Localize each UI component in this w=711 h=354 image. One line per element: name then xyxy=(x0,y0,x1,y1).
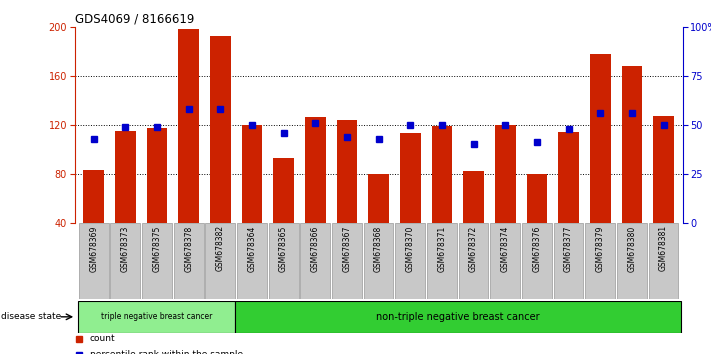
Bar xyxy=(242,125,262,272)
Text: GSM678377: GSM678377 xyxy=(564,225,573,272)
Bar xyxy=(368,174,389,272)
Text: GSM678382: GSM678382 xyxy=(216,225,225,272)
Bar xyxy=(77,301,235,333)
Bar xyxy=(621,66,642,272)
FancyBboxPatch shape xyxy=(522,223,552,299)
Bar xyxy=(336,120,357,272)
FancyBboxPatch shape xyxy=(237,223,267,299)
FancyBboxPatch shape xyxy=(395,223,425,299)
Text: GSM678366: GSM678366 xyxy=(311,225,320,272)
FancyBboxPatch shape xyxy=(269,223,299,299)
Bar xyxy=(305,118,326,272)
Text: triple negative breast cancer: triple negative breast cancer xyxy=(101,312,213,321)
Text: GSM678379: GSM678379 xyxy=(596,225,605,272)
Bar xyxy=(495,125,515,272)
Text: GSM678378: GSM678378 xyxy=(184,225,193,272)
FancyBboxPatch shape xyxy=(332,223,362,299)
Text: GSM678368: GSM678368 xyxy=(374,225,383,272)
FancyBboxPatch shape xyxy=(79,223,109,299)
Bar xyxy=(235,301,681,333)
FancyBboxPatch shape xyxy=(648,223,678,299)
Bar xyxy=(273,158,294,272)
Text: GDS4069 / 8166619: GDS4069 / 8166619 xyxy=(75,12,194,25)
FancyBboxPatch shape xyxy=(142,223,172,299)
Bar xyxy=(590,53,611,272)
Text: GSM678365: GSM678365 xyxy=(279,225,288,272)
Text: GSM678372: GSM678372 xyxy=(469,225,478,272)
Bar xyxy=(432,126,452,272)
FancyBboxPatch shape xyxy=(427,223,456,299)
Bar xyxy=(653,116,674,272)
Text: GSM678370: GSM678370 xyxy=(406,225,415,272)
FancyBboxPatch shape xyxy=(173,223,203,299)
FancyBboxPatch shape xyxy=(491,223,520,299)
Text: disease state: disease state xyxy=(1,312,62,321)
Text: GSM678381: GSM678381 xyxy=(659,225,668,272)
Text: GSM678371: GSM678371 xyxy=(437,225,447,272)
Text: GSM678376: GSM678376 xyxy=(533,225,541,272)
Bar xyxy=(178,29,199,272)
Text: GSM678380: GSM678380 xyxy=(627,225,636,272)
FancyBboxPatch shape xyxy=(554,223,584,299)
Bar xyxy=(527,174,547,272)
FancyBboxPatch shape xyxy=(617,223,647,299)
Bar xyxy=(558,132,579,272)
Bar xyxy=(115,131,136,272)
Text: GSM678369: GSM678369 xyxy=(89,225,98,272)
Text: GSM678373: GSM678373 xyxy=(121,225,130,272)
FancyBboxPatch shape xyxy=(301,223,330,299)
FancyBboxPatch shape xyxy=(459,223,488,299)
Text: non-triple negative breast cancer: non-triple negative breast cancer xyxy=(376,312,540,322)
FancyBboxPatch shape xyxy=(205,223,235,299)
FancyBboxPatch shape xyxy=(364,223,393,299)
Text: count: count xyxy=(90,335,115,343)
Text: GSM678375: GSM678375 xyxy=(152,225,161,272)
Bar xyxy=(210,36,230,272)
FancyBboxPatch shape xyxy=(110,223,140,299)
Text: GSM678364: GSM678364 xyxy=(247,225,257,272)
Text: GSM678367: GSM678367 xyxy=(343,225,351,272)
FancyBboxPatch shape xyxy=(585,223,615,299)
Text: percentile rank within the sample: percentile rank within the sample xyxy=(90,350,243,354)
Bar xyxy=(464,171,484,272)
Bar xyxy=(146,129,167,272)
Bar xyxy=(400,133,421,272)
Bar xyxy=(83,170,104,272)
Text: GSM678374: GSM678374 xyxy=(501,225,510,272)
